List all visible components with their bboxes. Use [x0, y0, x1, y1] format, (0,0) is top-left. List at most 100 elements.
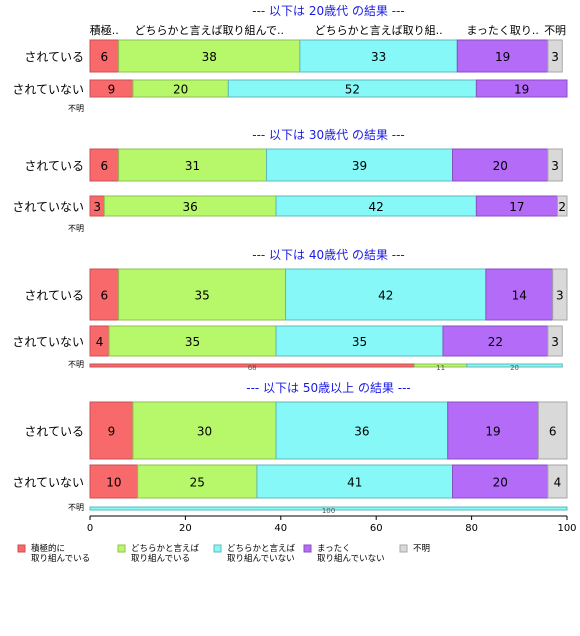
bar-segment: [452, 464, 549, 499]
x-tick-label: 80: [465, 523, 478, 534]
data-label: 52: [345, 83, 360, 97]
header-label-2: どちらかと言えば取り組..: [315, 24, 443, 37]
bar-segment: [137, 464, 258, 499]
data-label: 30: [197, 425, 212, 439]
data-label: 20: [173, 83, 188, 97]
category-label: 不明: [68, 360, 84, 369]
header-label-4: 不明: [544, 24, 566, 37]
data-label: 39: [352, 159, 367, 173]
bar-segment: [275, 325, 444, 357]
data-label: 6: [549, 425, 557, 439]
bar-segment: [275, 401, 449, 460]
data-label: 35: [194, 289, 209, 303]
bar-segment: [265, 148, 454, 182]
bar-segment: [466, 363, 563, 368]
legend-swatch: [17, 544, 26, 553]
data-label: 9: [108, 425, 116, 439]
data-label: 41: [347, 476, 362, 490]
data-label: 38: [202, 50, 217, 64]
group-title: --- 以下は 50歳以上 の結果 ---: [246, 381, 411, 395]
data-label: 3: [93, 200, 101, 214]
category-label: 不明: [68, 503, 84, 512]
data-label: 35: [185, 335, 200, 349]
legend-swatch: [399, 544, 408, 553]
x-tick-label: 20: [179, 523, 192, 534]
bar-segment: [547, 148, 563, 182]
bar-segment: [475, 79, 568, 98]
legend-swatch: [303, 544, 312, 553]
header-label-3: まったく取り..: [466, 24, 539, 37]
bar-segment: [556, 195, 568, 217]
data-label: 19: [495, 50, 510, 64]
data-label: 20: [493, 476, 508, 490]
group-title: --- 以下は 30歳代 の結果 ---: [252, 128, 405, 142]
bar-segment: [89, 506, 568, 511]
legend-label: 不明: [413, 544, 430, 554]
category-label: されている: [24, 425, 84, 439]
bar-segment: [547, 464, 568, 499]
bar-segment: [118, 39, 301, 73]
bar-segment: [547, 325, 563, 357]
bar-segment: [132, 401, 277, 460]
legend-swatch: [213, 544, 222, 553]
bar-segment: [552, 268, 568, 321]
bar-segment: [447, 401, 539, 460]
data-label: 14: [512, 289, 527, 303]
group-title: --- 以下は 20歳代 の結果 ---: [252, 4, 405, 18]
legend-swatch: [117, 544, 126, 553]
category-label: 不明: [68, 104, 84, 113]
data-label: 36: [354, 425, 369, 439]
category-label: されていない: [12, 200, 84, 214]
data-label: 42: [369, 200, 384, 214]
x-tick-label: 60: [370, 523, 383, 534]
data-label: 68: [248, 364, 257, 372]
category-label: 不明: [68, 224, 84, 233]
category-label: されていない: [12, 335, 84, 349]
data-label: 19: [485, 425, 500, 439]
data-label: 22: [488, 335, 503, 349]
data-label: 4: [96, 335, 104, 349]
bar-segment: [485, 268, 554, 321]
data-label: 3: [551, 335, 559, 349]
data-label: 3: [551, 159, 559, 173]
data-label: 6: [100, 159, 108, 173]
bar-segment: [256, 464, 454, 499]
data-label: 33: [371, 50, 386, 64]
legend-label: どちらかと言えば取り組んでいない: [227, 543, 296, 564]
data-label: 9: [108, 83, 116, 97]
group-title: --- 以下は 40歳代 の結果 ---: [252, 248, 405, 262]
data-label: 3: [551, 50, 559, 64]
bar-segment: [89, 464, 139, 499]
data-label: 10: [106, 476, 121, 490]
data-label: 35: [352, 335, 367, 349]
x-tick-label: 40: [274, 523, 287, 534]
legend-label: どちらかと言えば取り組んでいる: [131, 543, 200, 564]
bar-segment: [108, 325, 277, 357]
data-label: 42: [378, 289, 393, 303]
data-label: 100: [322, 507, 335, 515]
category-label: されている: [24, 289, 84, 303]
bar-segment: [299, 39, 458, 73]
bar-segment: [452, 148, 549, 182]
data-label: 4: [554, 476, 562, 490]
data-label: 20: [510, 364, 519, 372]
bar-segment: [547, 39, 563, 73]
data-label: 6: [100, 50, 108, 64]
x-tick-label: 0: [87, 523, 93, 534]
bar-segment: [442, 325, 549, 357]
data-label: 6: [100, 289, 108, 303]
data-label: 19: [514, 83, 529, 97]
header-label-1: どちらかと言えば取り組んで..: [135, 24, 284, 37]
category-label: されていない: [12, 83, 84, 97]
data-label: 20: [493, 159, 508, 173]
bar-segment: [118, 148, 267, 182]
data-label: 36: [183, 200, 198, 214]
bar-segment: [89, 39, 120, 73]
header-label-0: 積極..: [90, 23, 119, 37]
data-label: 17: [509, 200, 524, 214]
bar-segment: [537, 401, 568, 460]
data-label: 31: [185, 159, 200, 173]
x-tick-label: 100: [557, 523, 576, 534]
legend-label: まったく取り組んでいない: [317, 544, 385, 564]
